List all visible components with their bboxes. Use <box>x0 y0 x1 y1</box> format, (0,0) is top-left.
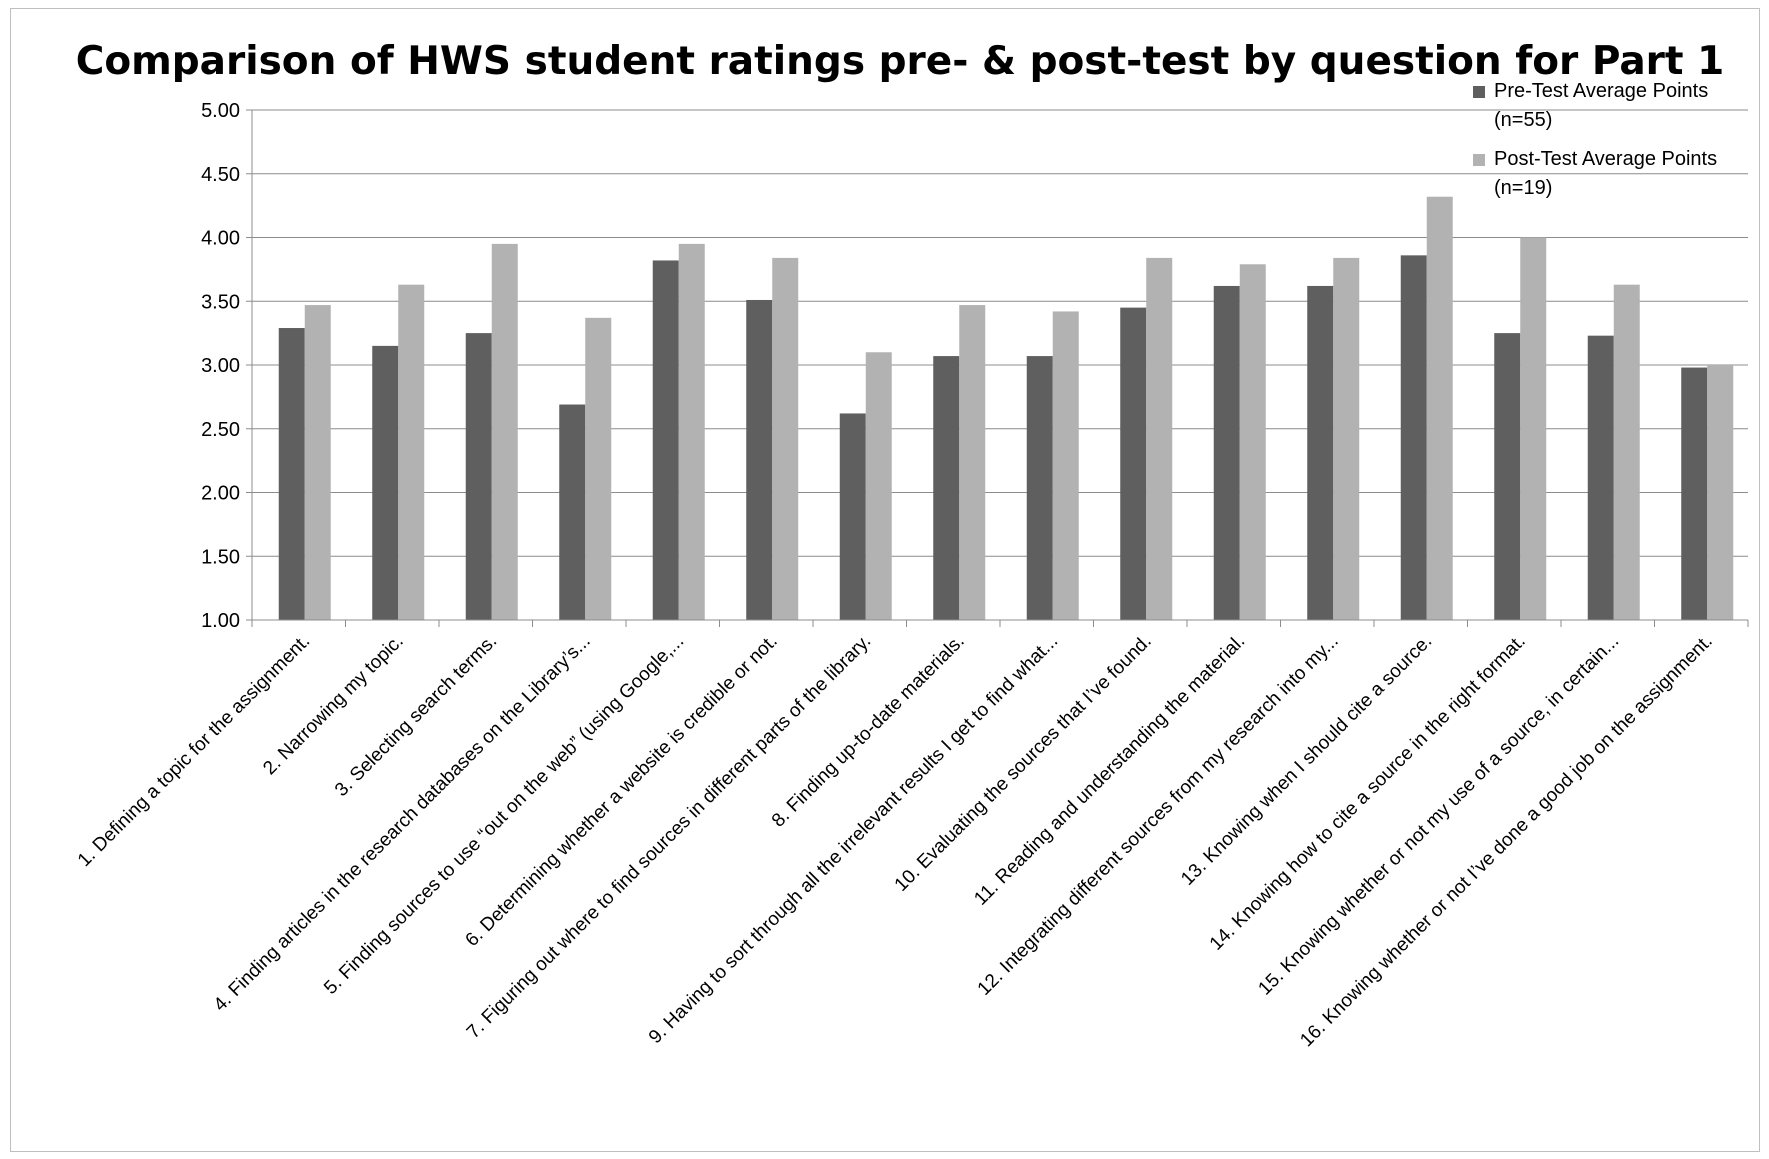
y-tick-label: 2.50 <box>201 419 240 441</box>
pre-test-bar <box>1587 335 1614 620</box>
post-test-bar <box>1426 196 1453 620</box>
legend-label: Post-Test Average Points <box>1494 148 1717 170</box>
pre-test-bar <box>1307 285 1334 620</box>
post-test-bar <box>304 305 331 620</box>
legend-label: Pre-Test Average Points <box>1494 80 1708 102</box>
post-test-bar <box>585 317 612 620</box>
pre-test-bar <box>278 328 305 620</box>
post-test-bar <box>865 352 892 620</box>
y-tick-label: 3.50 <box>201 291 240 313</box>
post-test-bar <box>959 305 986 620</box>
chart-title: Comparison of HWS student ratings pre- &… <box>76 39 1725 84</box>
pre-test-bar <box>1400 255 1427 620</box>
x-category-label: 12. Integrating different sources from m… <box>974 631 1343 1000</box>
legend-swatch <box>1473 86 1485 98</box>
y-tick-label: 4.50 <box>201 164 240 186</box>
y-tick-label: 1.50 <box>201 546 240 568</box>
x-category-label: 5. Finding sources to use “out on the we… <box>320 631 688 999</box>
y-axis-tick-labels: 1.00 1.50 2.00 2.50 3.00 3.50 4.00 4.50 5.00 <box>201 100 240 632</box>
x-category-label: 8. Finding up-to-date materials. <box>768 631 969 832</box>
post-test-bar <box>772 257 799 620</box>
x-category-label: 3. Selecting search terms. <box>331 631 501 801</box>
post-test-bar <box>491 243 518 620</box>
legend-label: (n=19) <box>1494 177 1552 199</box>
post-test-bar <box>678 243 705 620</box>
legend: Pre-Test Average Points (n=55) Post-Test A… <box>1473 80 1717 199</box>
y-tick-label: 5.00 <box>201 100 240 122</box>
pre-test-bar <box>1494 333 1521 620</box>
legend-swatch <box>1473 154 1485 166</box>
pre-test-bar <box>1681 367 1708 620</box>
x-axis-category-labels: 1. Defining a topic for the assignment.2… <box>74 631 1717 1051</box>
post-test-bar <box>1146 257 1173 620</box>
legend-label: (n=55) <box>1494 109 1552 131</box>
x-category-label: 6. Determining whether a website is cred… <box>462 631 782 951</box>
pre-test-bar <box>1026 356 1053 620</box>
post-test-bar <box>1613 284 1640 620</box>
pre-test-bar <box>652 260 679 620</box>
post-test-bar <box>1707 365 1734 620</box>
pre-test-bar <box>1213 285 1240 620</box>
bars <box>278 196 1734 620</box>
y-tick-label: 4.00 <box>201 228 240 250</box>
pre-test-bar <box>746 299 773 620</box>
post-test-bar <box>1052 311 1079 620</box>
y-tick-label: 2.00 <box>201 483 240 505</box>
pre-test-bar <box>839 413 866 620</box>
pre-test-bar <box>465 333 492 620</box>
post-test-bar <box>398 284 425 620</box>
post-test-bar <box>1520 237 1547 620</box>
y-tick-label: 3.00 <box>201 355 240 377</box>
pre-test-bar <box>1120 307 1147 620</box>
post-test-bar <box>1333 257 1360 620</box>
x-category-label: 14. Knowing how to cite a source in the … <box>1206 631 1530 955</box>
post-test-bar <box>1239 264 1266 620</box>
y-tick-label: 1.00 <box>201 610 240 632</box>
axes <box>246 109 1749 627</box>
pre-test-bar <box>559 404 586 620</box>
pre-test-bar <box>933 356 960 620</box>
chart-canvas: Comparison of HWS student ratings pre- &… <box>74 39 1749 1051</box>
chart-frame: Comparison of HWS student ratings pre- &… <box>10 8 1760 1152</box>
x-category-label: 15. Knowing whether or not my use of a s… <box>1254 631 1623 1000</box>
pre-test-bar <box>372 345 399 620</box>
